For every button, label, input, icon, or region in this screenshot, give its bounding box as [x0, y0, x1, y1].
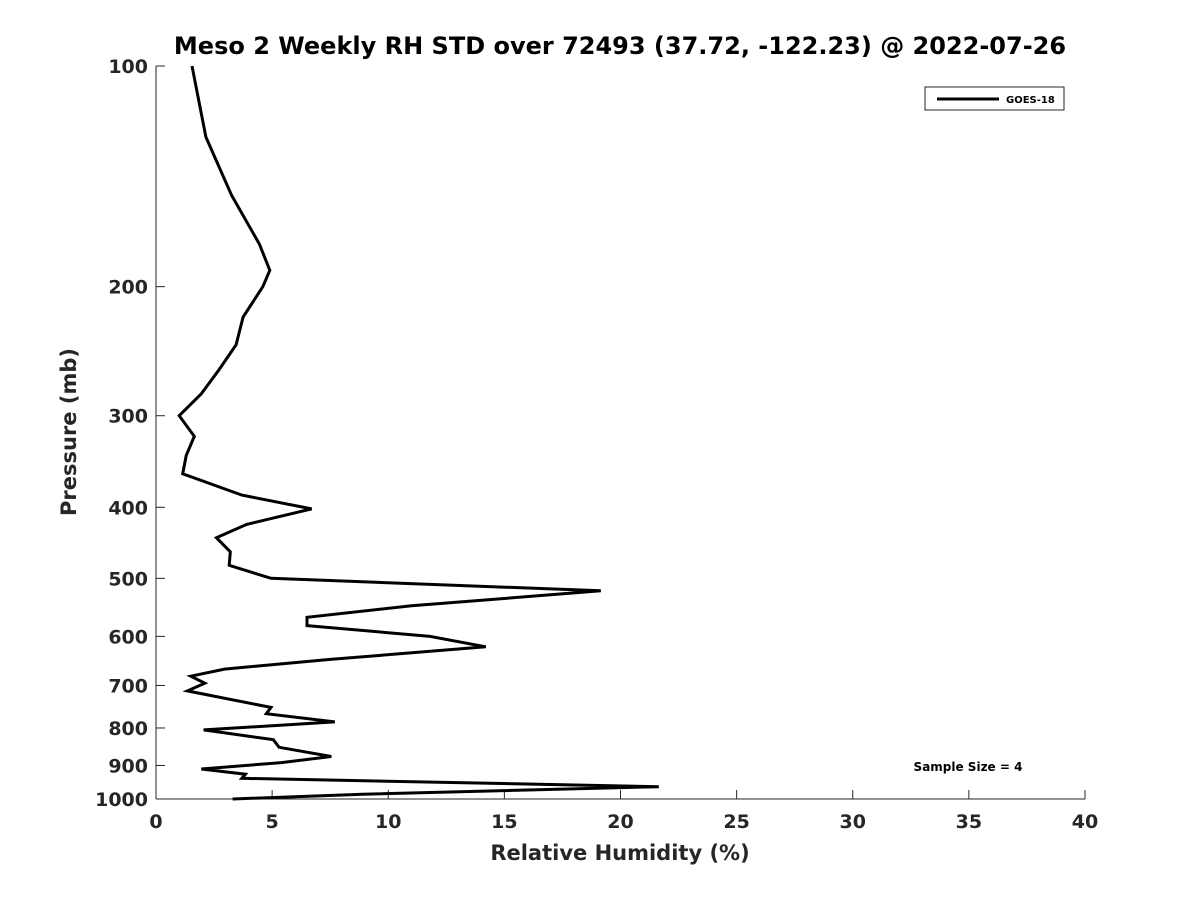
x-tick-label: 40	[1072, 811, 1098, 833]
y-tick-label: 700	[108, 675, 148, 697]
y-tick-label: 300	[108, 406, 148, 428]
x-tick-label: 20	[607, 811, 633, 833]
y-tick-label: 100	[108, 56, 148, 78]
y-tick-label: 200	[108, 277, 148, 299]
y-tick-label: 600	[108, 626, 148, 648]
x-tick-label: 15	[491, 811, 517, 833]
sample-size-annotation: Sample Size = 4	[914, 760, 1023, 774]
x-tick-label: 35	[956, 811, 982, 833]
y-tick-label: 400	[108, 497, 148, 519]
x-ticks: 0 5 10 15 20 25 30 35 40	[149, 790, 1098, 833]
y-tick-label: 1000	[95, 789, 148, 811]
y-tick-label: 900	[108, 755, 148, 777]
x-tick-label: 10	[375, 811, 401, 833]
series-line-goes-18	[177, 65, 659, 801]
x-tick-label: 30	[840, 811, 866, 833]
legend: GOES-18	[924, 86, 1065, 111]
plot-area: 0 5 10 15 20 25 30 35 40 100 200 300 400 500 600 700 80…	[95, 56, 1098, 833]
x-axis-label: Relative Humidity (%)	[490, 841, 749, 865]
x-tick-label: 0	[149, 811, 162, 833]
legend-label: GOES-18	[1006, 95, 1055, 106]
x-tick-label: 5	[266, 811, 279, 833]
y-tick-label: 500	[108, 568, 148, 590]
y-tick-label: 800	[108, 718, 148, 740]
chart-title: Meso 2 Weekly RH STD over 72493 (37.72, …	[174, 32, 1066, 60]
y-ticks: 100 200 300 400 500 600 700 800 900 1000	[95, 56, 165, 811]
y-axis-label: Pressure (mb)	[57, 348, 81, 516]
x-tick-label: 25	[723, 811, 749, 833]
